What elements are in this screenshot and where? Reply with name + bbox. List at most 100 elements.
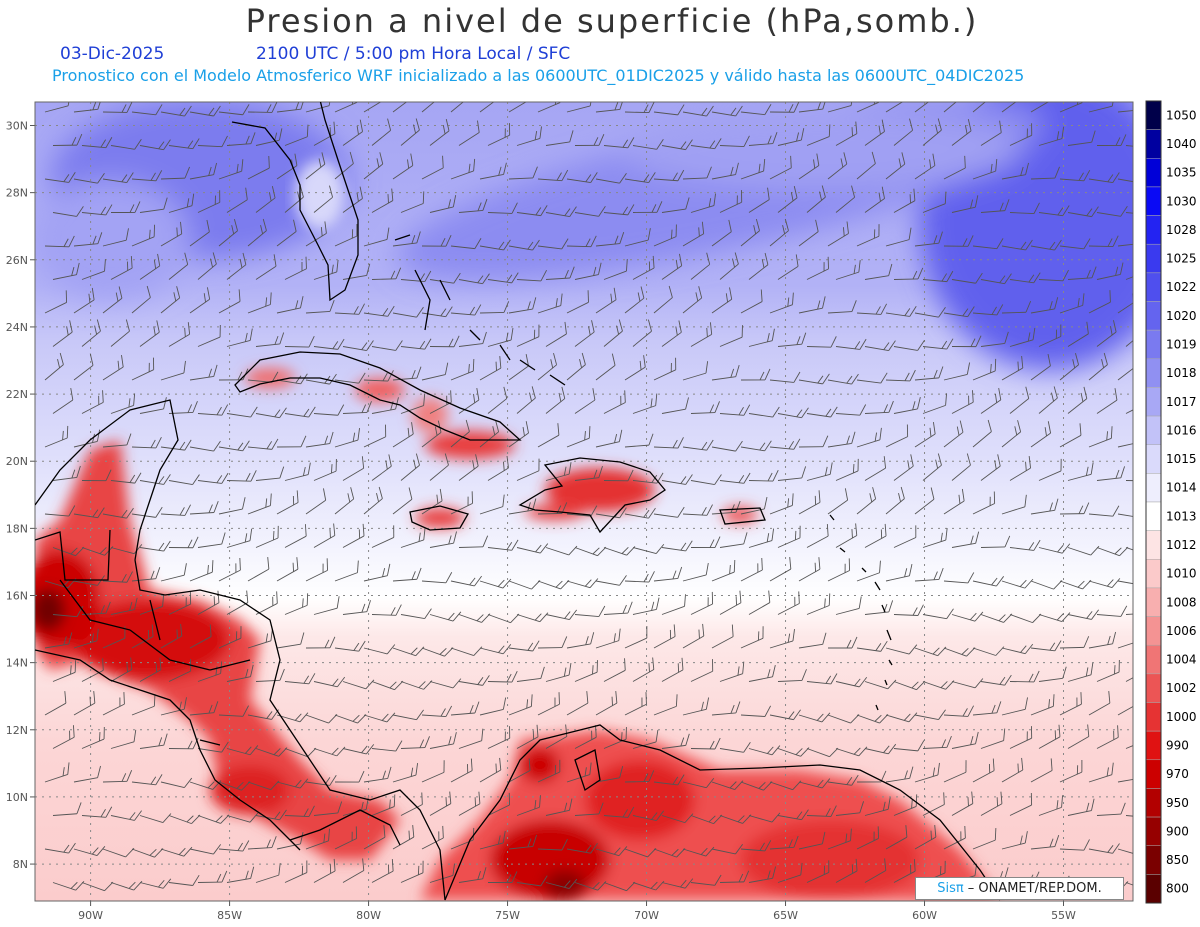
wind-barb: [972, 159, 998, 180]
wind-barb: [226, 590, 249, 615]
wind-barb: [371, 267, 402, 280]
wind-barb: [110, 138, 142, 150]
wind-barb: [885, 152, 906, 180]
wind-barb: [110, 544, 143, 555]
wind-barb: [487, 328, 514, 347]
wind-barb: [827, 431, 856, 448]
wind-barb: [313, 259, 339, 280]
wind-barb: [653, 774, 685, 786]
wind-barb: [516, 324, 540, 347]
wind-barb: [81, 137, 113, 149]
wind-barb: [255, 254, 277, 280]
wind-barb: [1059, 839, 1090, 851]
wind-barb: [856, 372, 888, 384]
wind-barb: [1117, 293, 1133, 314]
wind-barb: [835, 338, 867, 350]
wind-barb: [81, 259, 106, 280]
wind-barb: [972, 701, 1002, 716]
wind-barb: [81, 658, 104, 682]
wind-barb: [951, 195, 979, 213]
wind-barb: [653, 169, 685, 182]
wind-barb: [73, 102, 103, 113]
wind-barb: [1067, 609, 1100, 620]
wind-barb: [392, 487, 413, 515]
wind-barb: [893, 680, 926, 691]
wind-barb: [835, 458, 859, 481]
colorbar-swatch: [1145, 616, 1162, 646]
colorbar-swatch: [1145, 329, 1162, 360]
wind-barb: [371, 525, 395, 548]
wind-barb: [81, 726, 105, 749]
wind-barb: [980, 674, 1012, 686]
wind-barb: [342, 744, 375, 755]
wind-barb: [226, 528, 253, 548]
wind-barb: [1001, 757, 1024, 783]
wind-barb: [400, 860, 424, 883]
wind-barb: [421, 362, 449, 381]
wind-barb: [595, 231, 625, 247]
wind-barb: [392, 231, 421, 247]
wind-barb: [1096, 320, 1117, 347]
wind-barb: [479, 757, 502, 783]
lon-tick-label: 55W: [1051, 909, 1076, 922]
wind-barb: [458, 454, 479, 481]
wind-barb: [1059, 692, 1082, 716]
pressure-colorbar: 1050 1040 1035 1030 1028 1025 1022 1020 1019 1018…: [1145, 100, 1197, 904]
colorbar-swatch: [1145, 845, 1162, 875]
wind-barb: [595, 766, 624, 783]
wind-barb: [1059, 502, 1090, 515]
wind-barb: [52, 133, 83, 146]
wind-barb: [131, 848, 164, 858]
wind-barb: [1067, 798, 1095, 816]
wind-barb: [827, 152, 848, 180]
wind-barb: [972, 758, 995, 783]
wind-barb: [711, 701, 741, 716]
wind-barb: [421, 155, 444, 180]
wind-barb: [885, 369, 916, 382]
wind-barb: [1038, 795, 1064, 816]
wind-barb: [429, 453, 449, 481]
wind-barb: [131, 170, 163, 182]
wind-barb: [313, 185, 334, 213]
wind-barb: [429, 732, 457, 749]
colorbar-label: 1050: [1166, 108, 1197, 122]
wind-barb: [342, 401, 372, 414]
wind-barb: [545, 609, 578, 621]
wind-barb: [537, 238, 569, 250]
wind-barb: [980, 613, 1013, 623]
wind-barb: [334, 826, 358, 850]
wind-barb: [131, 285, 151, 314]
wind-barb: [1125, 402, 1133, 414]
wind-barb: [1001, 578, 1034, 589]
wind-barb: [1088, 631, 1117, 649]
colorbar-swatch: [1145, 530, 1162, 560]
wind-barb: [160, 221, 183, 247]
wind-barb: [719, 532, 748, 548]
wind-barb: [255, 863, 281, 883]
wind-barb: [1001, 494, 1027, 515]
wind-barb: [276, 490, 299, 515]
lat-tick-label: 30N: [6, 120, 28, 133]
wind-barb: [856, 224, 880, 247]
wind-barb: [864, 797, 891, 816]
wind-barb: [922, 393, 948, 414]
wind-barb: [632, 319, 652, 347]
wind-barb: [102, 571, 133, 583]
wind-barb: [1117, 777, 1133, 783]
wind-barb: [247, 493, 272, 515]
wind-barb: [450, 158, 476, 180]
wind-barb: [1096, 262, 1124, 280]
wind-barb: [769, 628, 795, 649]
wind-barb: [1088, 843, 1120, 854]
wind-barb: [885, 305, 917, 317]
wind-barb: [980, 331, 1009, 347]
wind-barb: [458, 120, 480, 146]
wind-barb: [131, 357, 155, 381]
wind-barb: [624, 507, 656, 519]
wind-barb: [690, 536, 721, 549]
yucatan-coast: [35, 399, 179, 561]
wind-barb: [1088, 762, 1114, 783]
colorbar-label: 1028: [1166, 223, 1197, 237]
wind-barb: [168, 874, 200, 886]
wind-barb: [73, 172, 105, 184]
